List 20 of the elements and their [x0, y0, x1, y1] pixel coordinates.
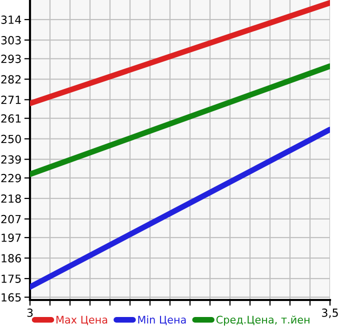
y-tick-label: 314 [1, 16, 22, 24]
y-tick-label: 303 [1, 36, 21, 44]
x-tick-label: 3,5 [322, 308, 338, 318]
x-tick-label: 3 [27, 308, 33, 317]
y-tick-label: 271 [1, 96, 21, 104]
legend-label: Min Цена [138, 316, 186, 326]
y-tick-label: 186 [2, 254, 21, 262]
y-tick-label: 293 [1, 54, 21, 64]
y-tick-label: 250 [1, 134, 21, 144]
y-tick-label: 207 [1, 214, 21, 224]
y-tick-label: 229 [1, 174, 21, 182]
y-tick-label: 261 [1, 114, 21, 123]
legend-label: Max Цена [56, 316, 108, 326]
legend-label: Сред.Цена, т.йен [216, 316, 310, 326]
y-tick-label: 175 [2, 274, 21, 283]
y-tick-label: 282 [1, 75, 21, 84]
y-tick-label: 218 [1, 194, 21, 203]
y-tick-label: 197 [2, 234, 21, 242]
y-tick-label: 239 [1, 155, 21, 164]
y-tick-label: 165 [2, 293, 21, 302]
